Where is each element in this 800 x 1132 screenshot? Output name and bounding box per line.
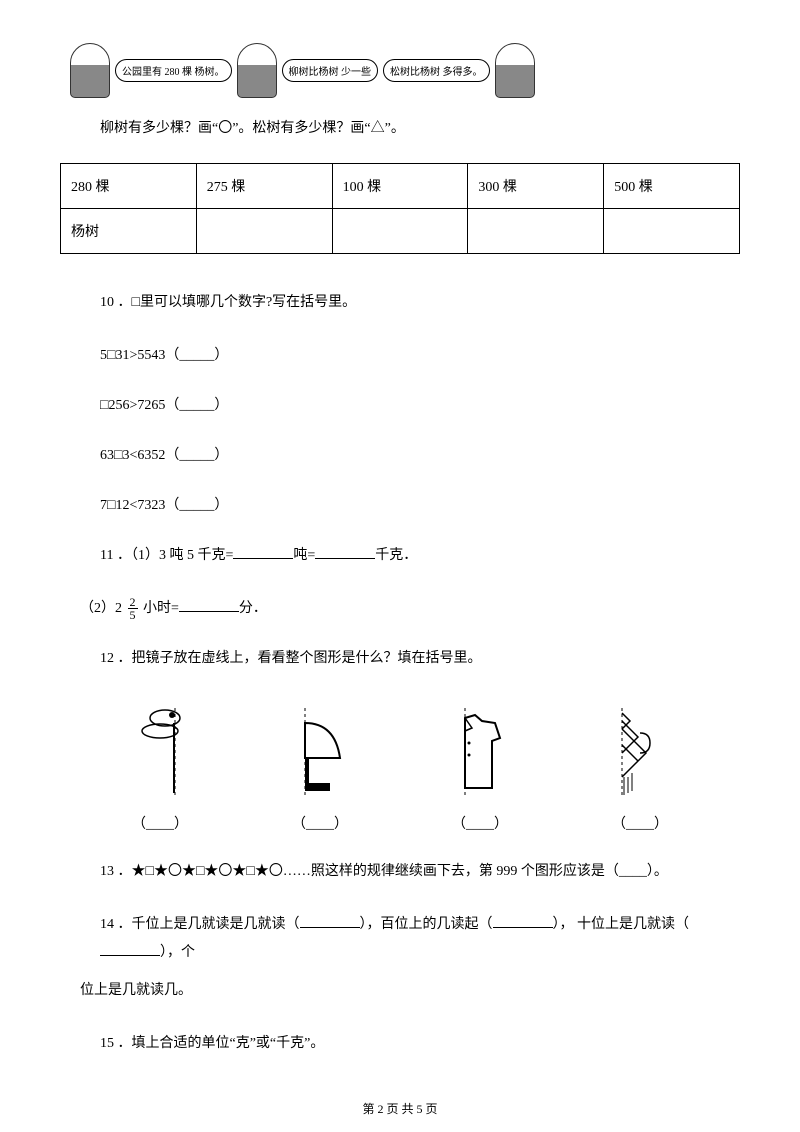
shirt-half-icon <box>410 698 550 808</box>
page-footer: 第 2 页 共 5 页 <box>0 1100 800 1117</box>
question-11: 11 ．（1）3 吨 5 千克= 吨= 千克． <box>100 542 740 570</box>
child-figure-3 <box>495 43 535 98</box>
table-cell <box>332 209 468 254</box>
child-figure-2 <box>237 43 277 98</box>
question-14-line1: 14 ．千位上是几就读是几就读（ ），百位上的几读起（ ）， 十位上是几就读（ ），个 <box>100 911 740 967</box>
child-figure-1 <box>70 43 110 98</box>
scenario-illustration: 公园里有 280 棵 杨树。 柳树比杨树 少一些 松树比杨树 多得多。 <box>70 40 740 100</box>
q10-item: 5□31>5543（_____） <box>100 342 740 370</box>
q10-item: 63□3<6352（_____） <box>100 442 740 470</box>
q14-mid1: ），百位上的几读起（ <box>360 917 493 932</box>
table-cell: 杨树 <box>61 209 197 254</box>
mirror-item: （____） <box>250 698 390 833</box>
q14-mid2: ）， 十位上是几就读（ <box>553 917 690 932</box>
lamp-half-icon <box>250 698 390 808</box>
q14-mid3: ），个 <box>160 945 195 960</box>
table-cell <box>604 209 740 254</box>
instruction-text: 柳树有多少棵？画“〇”。松树有多少棵？画“△”。 <box>100 115 740 143</box>
table-cell: 275 棵 <box>196 164 332 209</box>
q11-part2: （2）2 2 5 小时= 分． <box>80 595 740 623</box>
table-cell: 280 棵 <box>61 164 197 209</box>
table-row: 280 棵 275 棵 100 棵 300 棵 500 棵 <box>61 164 740 209</box>
q10-item: □256>7265（_____） <box>100 392 740 420</box>
question-13: 13 ．★□★〇★□★〇★□★〇……照这样的规律继续画下去，第 999 个图形应… <box>100 858 740 886</box>
fraction-denominator: 5 <box>128 609 138 621</box>
q14-prefix: 14 ．千位上是几就读是几就读（ <box>100 917 300 932</box>
q11-part2-prefix: （2）2 <box>80 601 122 616</box>
table-cell: 300 棵 <box>468 164 604 209</box>
q10-item: 7□12<7323（_____） <box>100 492 740 520</box>
fill-blank[interactable] <box>100 942 160 956</box>
question-12-stem: 12 ．把镜子放在虚线上，看看整个图形是什么？填在括号里。 <box>100 645 740 673</box>
question-15: 15 ．填上合适的单位“克”或“千克”。 <box>100 1030 740 1058</box>
fill-blank[interactable] <box>233 545 293 559</box>
answer-blank[interactable]: （____） <box>612 817 668 832</box>
q11-end1: 千克． <box>375 548 417 563</box>
fill-blank[interactable] <box>300 914 360 928</box>
fill-blank[interactable] <box>493 914 553 928</box>
table-cell <box>196 209 332 254</box>
speech-bubble-3: 松树比杨树 多得多。 <box>383 59 490 82</box>
q11-mid1: 吨= <box>293 548 315 563</box>
q11-part1-prefix: 11 ．（1）3 吨 5 千克= <box>100 548 233 563</box>
fill-blank[interactable] <box>315 545 375 559</box>
answer-blank[interactable]: （____） <box>452 817 508 832</box>
tree-count-table: 280 棵 275 棵 100 棵 300 棵 500 棵 杨树 <box>60 163 740 254</box>
answer-blank[interactable]: （____） <box>132 817 188 832</box>
mirror-item: （____） <box>410 698 550 833</box>
chinese-knot-half-icon <box>570 698 710 808</box>
q11-part2-end: 分． <box>239 601 267 616</box>
table-cell <box>468 209 604 254</box>
question-10-stem: 10 ．□里可以填哪几个数字?写在括号里。 <box>100 289 740 317</box>
mirror-item: （____） <box>570 698 710 833</box>
q11-part2-mid: 小时= <box>143 601 179 616</box>
answer-blank[interactable]: （____） <box>292 817 348 832</box>
table-row: 杨树 <box>61 209 740 254</box>
table-cell: 100 棵 <box>332 164 468 209</box>
dragonfly-half-icon <box>90 698 230 808</box>
table-cell: 500 棵 <box>604 164 740 209</box>
fill-blank[interactable] <box>179 598 239 612</box>
mirror-item: （____） <box>90 698 230 833</box>
speech-bubble-2: 柳树比杨树 少一些 <box>282 59 379 82</box>
fraction: 2 5 <box>128 596 138 621</box>
speech-bubble-1: 公园里有 280 棵 杨树。 <box>115 59 232 82</box>
question-14-line2: 位上是几就读几。 <box>80 977 740 1005</box>
mirror-images-row: （____） （____） （____） <box>80 698 720 833</box>
